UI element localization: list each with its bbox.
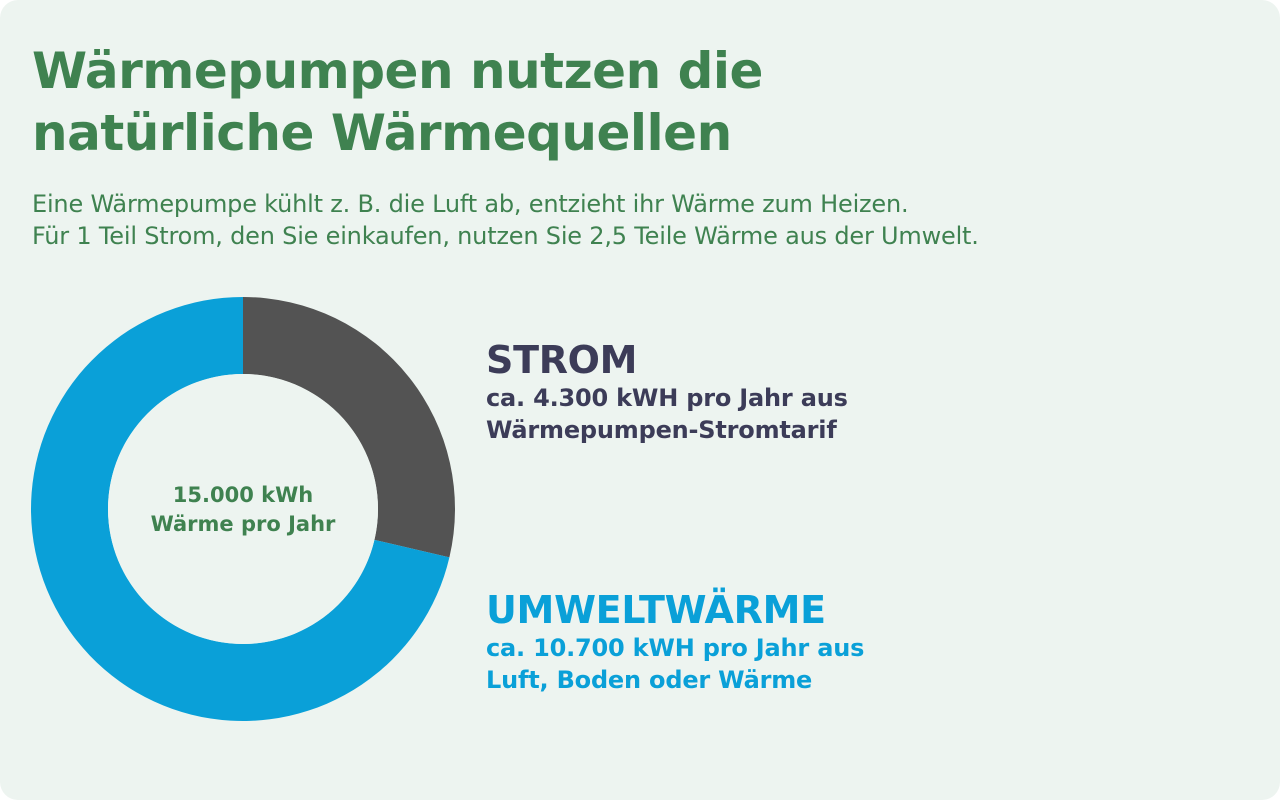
legend-strom-title: STROM <box>486 338 638 382</box>
donut-hole <box>108 374 378 644</box>
legend-umweltwaerme-description: ca. 10.700 kWH pro Jahr aus Luft, Boden … <box>486 632 864 696</box>
title-line-2: natürliche Wärmequellen <box>32 104 732 162</box>
legend-umweltwaerme-title: UMWELTWÄRME <box>486 588 826 632</box>
subtitle-line-2: Für 1 Teil Strom, den Sie einkaufen, nut… <box>32 222 979 250</box>
donut-slice-umweltwaerme <box>30 297 450 721</box>
donut-center-label-line-2: Wärme pro Jahr <box>151 512 336 536</box>
legend-umweltwaerme: UMWELTWÄRME ca. 10.700 kWH pro Jahr aus … <box>486 588 864 696</box>
legend-strom: STROM ca. 4.300 kWH pro Jahr aus Wärmepu… <box>486 338 848 446</box>
legend-strom-description-line-1: ca. 4.300 kWH pro Jahr aus <box>486 384 848 412</box>
page-title: Wärmepumpen nutzen die natürliche Wärmeq… <box>32 40 763 164</box>
legend-umweltwaerme-description-line-1: ca. 10.700 kWH pro Jahr aus <box>486 634 865 662</box>
page-subtitle: Eine Wärmepumpe kühlt z. B. die Luft ab,… <box>32 188 979 252</box>
legend-umweltwaerme-description-line-2: Luft, Boden oder Wärme <box>486 666 813 694</box>
donut-center-label-line-1: 15.000 kWh <box>173 483 313 507</box>
legend-strom-description-line-2: Wärmepumpen-Stromtarif <box>486 416 837 444</box>
title-line-1: Wärmepumpen nutzen die <box>32 42 763 100</box>
legend-strom-description: ca. 4.300 kWH pro Jahr aus Wärmepumpen-S… <box>486 382 848 446</box>
donut-slice-strom <box>243 297 456 558</box>
subtitle-line-1: Eine Wärmepumpe kühlt z. B. die Luft ab,… <box>32 190 909 218</box>
donut-chart: 15.000 kWh Wärme pro Jahr <box>30 297 456 721</box>
